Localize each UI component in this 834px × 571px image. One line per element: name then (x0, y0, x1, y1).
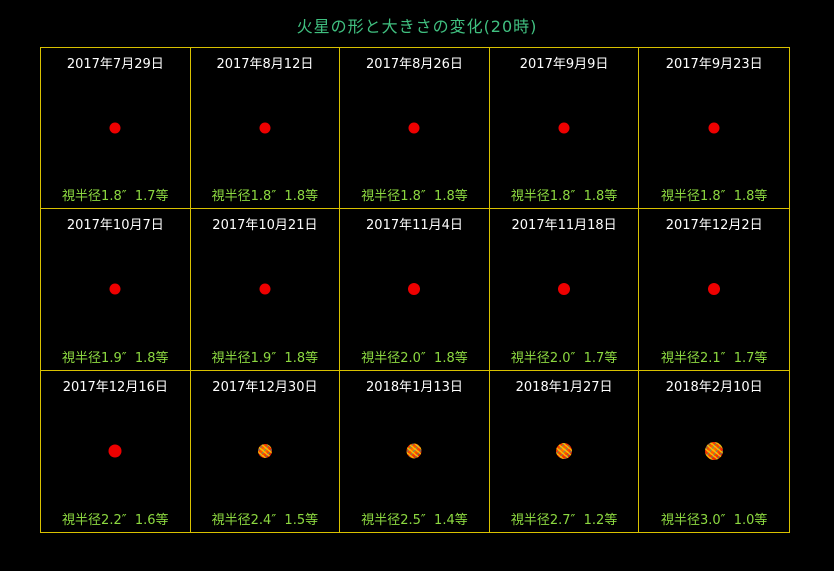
cell-date: 2017年8月12日 (216, 57, 314, 72)
cell-date: 2017年9月23日 (665, 57, 763, 72)
cell-date: 2017年9月9日 (519, 57, 609, 72)
mars-disk-icon (259, 122, 271, 134)
cell-stat: 視半径3.0″ 1.0等 (660, 512, 768, 528)
cell-stat: 視半径1.9″ 1.8等 (62, 350, 169, 366)
cell-stat: 視半径1.8″ 1.8等 (660, 189, 768, 205)
mars-disk-icon (708, 122, 720, 134)
mars-cell: 2017年12月16日 視半径2.2″ 1.6等 (41, 370, 191, 532)
mars-disk-icon (109, 283, 121, 295)
mars-cell: 2017年9月9日 視半径1.8″ 1.8等 (489, 48, 640, 210)
cell-stat: 視半径1.8″ 1.8等 (361, 189, 468, 205)
cell-stat: 視半径2.4″ 1.5等 (211, 512, 319, 528)
mars-disk-icon (408, 283, 421, 296)
mars-grid: 2017年7月29日 視半径1.8″ 1.7等 2017年8月12日 視半径1.… (40, 47, 790, 533)
mars-disk-icon (259, 283, 271, 295)
mars-cell: 2017年12月2日 視半径2.1″ 1.7等 (639, 209, 789, 371)
cell-stat: 視半径1.8″ 1.8等 (510, 189, 618, 205)
cell-date: 2017年11月4日 (366, 218, 463, 234)
cell-date: 2017年10月7日 (66, 218, 164, 234)
mars-cell: 2018年1月27日 視半径2.7″ 1.2等 (490, 370, 640, 532)
mars-disk-icon (708, 283, 721, 296)
mars-disk-icon (558, 122, 570, 134)
cell-date: 2017年12月30日 (212, 379, 318, 395)
cell-stat: 視半径2.5″ 1.4等 (361, 512, 468, 528)
mars-cell: 2017年8月26日 視半径1.8″ 1.8等 (340, 48, 490, 210)
mars-cell: 2017年7月29日 視半径1.8″ 1.7等 (41, 48, 191, 210)
mars-cell: 2017年11月4日 視半径2.0″ 1.8等 (340, 209, 490, 371)
mars-disk-icon (408, 122, 420, 134)
cell-date: 2017年7月29日 (66, 57, 164, 72)
cell-date: 2017年12月16日 (62, 379, 168, 395)
cell-date: 2017年8月26日 (366, 57, 463, 72)
cell-date: 2017年12月2日 (665, 218, 763, 234)
mars-cell: 2017年10月21日 視半径1.9″ 1.8等 (190, 209, 341, 371)
cell-stat: 視半径2.0″ 1.7等 (510, 350, 618, 366)
mars-disk-icon (705, 442, 724, 461)
cell-date: 2018年1月27日 (515, 379, 613, 395)
mars-disk-icon (556, 443, 573, 460)
cell-date: 2017年10月21日 (212, 218, 318, 234)
cell-stat: 視半径1.8″ 1.7等 (62, 189, 169, 205)
mars-cell: 2018年2月10日 視半径3.0″ 1.0等 (639, 371, 789, 532)
mars-cell: 2017年9月23日 視半径1.8″ 1.8等 (639, 48, 789, 210)
cell-stat: 視半径2.1″ 1.7等 (660, 350, 768, 366)
cell-stat: 視半径2.0″ 1.8等 (361, 350, 468, 366)
cell-stat: 視半径1.9″ 1.8等 (211, 350, 319, 366)
cell-stat: 視半径2.2″ 1.6等 (62, 512, 169, 528)
cell-stat: 視半径2.7″ 1.2等 (510, 512, 618, 528)
page-title: 火星の形と大きさの変化(20時) (296, 17, 538, 36)
cell-date: 2017年11月18日 (511, 218, 617, 234)
mars-disk-icon (109, 122, 121, 134)
mars-disk-icon (406, 443, 422, 459)
mars-disk-icon (558, 283, 571, 296)
mars-cell: 2017年8月12日 視半径1.8″ 1.8等 (190, 48, 341, 210)
mars-cell: 2018年1月13日 視半径2.5″ 1.4等 (340, 370, 490, 532)
mars-cell: 2017年12月30日 視半径2.4″ 1.5等 (191, 370, 341, 532)
cell-stat: 視半径1.8″ 1.8等 (211, 189, 319, 205)
mars-disk-icon (257, 444, 272, 459)
cell-date: 2018年1月13日 (366, 379, 463, 395)
mars-cell: 2017年11月18日 視半径2.0″ 1.7等 (489, 209, 640, 371)
mars-disk-icon (108, 444, 122, 458)
cell-date: 2018年2月10日 (665, 379, 763, 395)
mars-cell: 2017年10月7日 視半径1.9″ 1.8等 (41, 209, 191, 371)
